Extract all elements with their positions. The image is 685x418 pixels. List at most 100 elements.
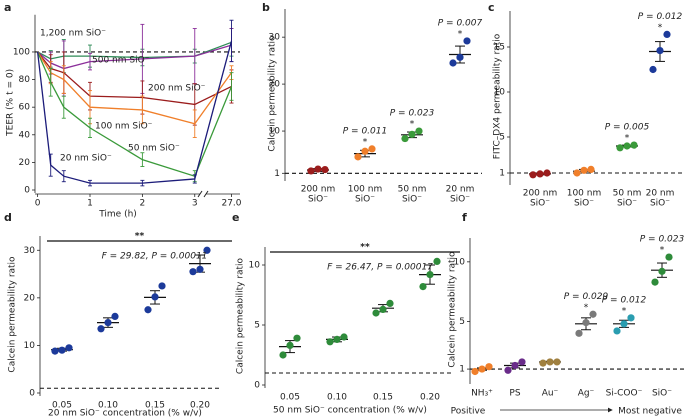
y-tick-label: 80	[19, 75, 31, 85]
x-tick-label: 0	[35, 199, 41, 209]
data-point	[658, 267, 666, 275]
data-point	[326, 338, 334, 346]
axis-note: Positive	[451, 407, 486, 417]
bracket-stat: F = 26.47, P = 0.00017	[327, 263, 433, 273]
series-label: 500 nm SiO⁻	[92, 56, 150, 66]
y-axis-label: Calcein permeability ratio	[236, 257, 246, 374]
y-tick-label: 1	[459, 365, 465, 375]
data-point	[386, 299, 394, 307]
data-point	[485, 363, 493, 371]
significance-star: *	[622, 306, 627, 316]
series-label: 50 nm SiO⁻	[128, 144, 180, 154]
y-tick-label: 1	[274, 169, 280, 179]
y-tick-label: 0	[24, 186, 30, 196]
series-label: 200 nm SiO⁻	[148, 84, 206, 94]
x-tick-label: SiO⁻	[355, 195, 375, 205]
data-point	[573, 169, 581, 177]
x-tick-label: 50 nm	[398, 185, 427, 195]
x-axis-label: Time (h)	[98, 210, 137, 220]
y-tick-label: 10	[454, 257, 466, 267]
x-tick-label: 0.15	[373, 393, 393, 403]
significance-star: *	[658, 23, 663, 33]
p-value: P = 0.005	[605, 123, 650, 133]
x-tick-label: SiO⁻	[617, 199, 637, 209]
p-value: P = 0.012	[638, 12, 683, 22]
y-axis-label: FITC–DX4 permeability ratio	[493, 33, 503, 159]
p-value: P = 0.007	[438, 18, 483, 28]
data-point	[65, 344, 73, 352]
x-tick-label: 50 nm	[613, 189, 642, 199]
x-tick-label: 27.0	[221, 199, 241, 209]
data-point	[582, 319, 590, 327]
data-point	[553, 358, 561, 366]
x-axis-label: 50 nm SiO⁻ concentration (% w/v)	[273, 406, 427, 416]
y-tick-label: 40	[19, 130, 31, 140]
data-point	[504, 366, 512, 374]
series-label: 20 nm SiO⁻	[60, 154, 112, 164]
data-point	[575, 329, 583, 337]
data-point	[620, 320, 628, 328]
y-axis-label: Calcein permeability ratio	[448, 251, 458, 368]
data-point	[580, 166, 588, 174]
data-point	[321, 165, 329, 174]
y-tick-label: 10	[249, 261, 261, 271]
x-tick-label: PS	[509, 389, 520, 399]
data-point	[663, 30, 671, 38]
y-tick-label: 1	[499, 169, 505, 179]
data-point	[529, 171, 537, 179]
data-point	[616, 144, 624, 152]
y-tick-label: 0	[29, 389, 35, 399]
axis-break	[197, 190, 203, 198]
data-point	[104, 318, 112, 327]
data-point	[426, 271, 434, 279]
x-tick-label: SiO⁻	[650, 199, 670, 209]
data-point	[379, 305, 387, 313]
p-value: P = 0.023	[390, 109, 435, 119]
data-point	[196, 265, 204, 273]
y-tick-label: 0	[254, 381, 260, 391]
x-tick-label: 0.10	[98, 401, 118, 411]
x-tick-label: 0.20	[190, 401, 210, 411]
data-point	[478, 365, 486, 373]
series-label: 1,200 nm SiO⁻	[40, 29, 106, 39]
data-point	[368, 145, 376, 153]
significance-star: *	[625, 134, 630, 144]
x-tick-label: SiO⁻	[574, 199, 594, 209]
data-point	[587, 165, 595, 173]
data-point	[656, 47, 664, 55]
p-value: P = 0.011	[343, 126, 387, 136]
data-point	[471, 367, 479, 376]
axis-break	[203, 190, 209, 198]
data-point	[144, 306, 152, 314]
data-point	[613, 327, 621, 335]
x-tick-label: SiO⁻	[652, 389, 672, 399]
x-tick-label: 0.20	[420, 393, 440, 403]
data-point	[293, 334, 301, 342]
y-tick-label: 100	[13, 47, 30, 57]
x-tick-label: 0.05	[52, 401, 72, 411]
x-axis-label: 20 nm SiO⁻ concentration (% w/v)	[48, 409, 202, 418]
x-tick-label: NH₃⁺	[471, 389, 493, 399]
data-point	[111, 312, 119, 321]
data-point	[340, 333, 348, 341]
y-tick-label: 20	[24, 293, 36, 303]
data-point	[589, 310, 597, 318]
significance-star: *	[363, 137, 368, 147]
y-tick-label: 15	[494, 43, 505, 53]
data-point	[307, 167, 315, 175]
data-point	[456, 53, 464, 61]
data-point	[536, 170, 544, 178]
data-point	[415, 127, 423, 135]
y-axis-label: Calcein permeability ratio	[268, 35, 278, 152]
data-point	[665, 253, 673, 261]
significance-star: *	[660, 246, 665, 256]
p-value: P = 0.012	[602, 295, 647, 305]
data-point	[158, 282, 166, 290]
x-tick-label: 20 nm	[446, 185, 475, 195]
y-tick-label: 5	[254, 321, 260, 331]
significance-star: *	[410, 120, 415, 130]
data-point	[433, 257, 441, 265]
x-tick-label: SiO⁻	[402, 195, 422, 205]
y-tick-label: 60	[19, 103, 31, 113]
